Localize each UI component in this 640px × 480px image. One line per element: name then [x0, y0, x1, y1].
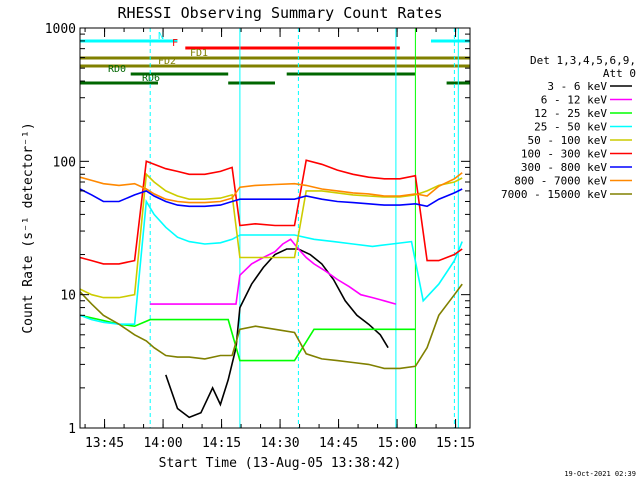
series-line-3	[79, 199, 463, 326]
y-tick-label: 1000	[45, 22, 76, 37]
legend-label: 3 - 6 keV	[547, 80, 607, 93]
flag-label-rd6: RD6	[142, 73, 160, 84]
series-line-4	[79, 172, 463, 299]
legend-label: 25 - 50 keV	[534, 121, 607, 134]
plot-frame	[79, 27, 471, 429]
legend-label: 7000 - 15000 keV	[501, 188, 607, 201]
series-line-8	[79, 283, 463, 370]
legend-label: 12 - 25 keV	[534, 107, 607, 120]
x-tick-label: 14:30	[260, 436, 299, 451]
y-tick-label: 10	[60, 289, 76, 304]
legend-label: 50 - 100 keV	[528, 134, 608, 147]
series-line-1	[150, 238, 397, 305]
render-timestamp: 19-Oct-2021 02:39	[564, 470, 636, 478]
y-axis-label: Count Rate (s⁻¹ detector⁻¹)	[21, 122, 36, 333]
legend-label: 800 - 7000 keV	[514, 175, 607, 188]
flag-label-fd2: FD2	[158, 56, 176, 67]
x-axis-label: Start Time (13-Aug-05 13:38:42)	[159, 456, 402, 471]
series-line-7	[79, 172, 463, 204]
x-tick-label: 15:00	[377, 436, 416, 451]
legend-label: 100 - 300 keV	[521, 148, 607, 161]
flag-label-f: F	[172, 38, 178, 49]
chart-title: RHESSI Observing Summary Count Rates	[117, 4, 442, 22]
x-tick-label: 14:15	[202, 436, 241, 451]
y-axis-ticks: 1 10 100 1000	[45, 22, 470, 437]
y-tick-label: 1	[68, 422, 76, 437]
series-line-6	[79, 188, 463, 208]
flag-label-fd1: FD1	[190, 48, 208, 59]
legend-label: 300 - 800 keV	[521, 161, 607, 174]
flag-label-n: N	[158, 31, 164, 42]
series-line-5	[79, 159, 463, 265]
series-line-0	[165, 248, 389, 419]
x-tick-label: 14:00	[143, 436, 182, 451]
x-tick-label: 13:45	[85, 436, 124, 451]
legend-label: 6 - 12 keV	[541, 94, 608, 107]
x-axis-ticks: 13:45 14:00 14:15 14:30 14:45 15:00 15:15	[84, 28, 475, 451]
legend-header: Att 0	[603, 67, 636, 80]
series-lines	[79, 159, 463, 419]
x-tick-label: 15:15	[436, 436, 475, 451]
flag-bars: NF FD1 FD2 RD0 RD6	[80, 31, 470, 85]
legend-header: Det 1,3,4,5,6,9,	[530, 54, 636, 67]
y-tick-label: 100	[53, 155, 76, 170]
series-line-2	[79, 314, 416, 362]
flag-label-rd0: RD0	[108, 64, 126, 75]
x-tick-label: 14:45	[319, 436, 358, 451]
